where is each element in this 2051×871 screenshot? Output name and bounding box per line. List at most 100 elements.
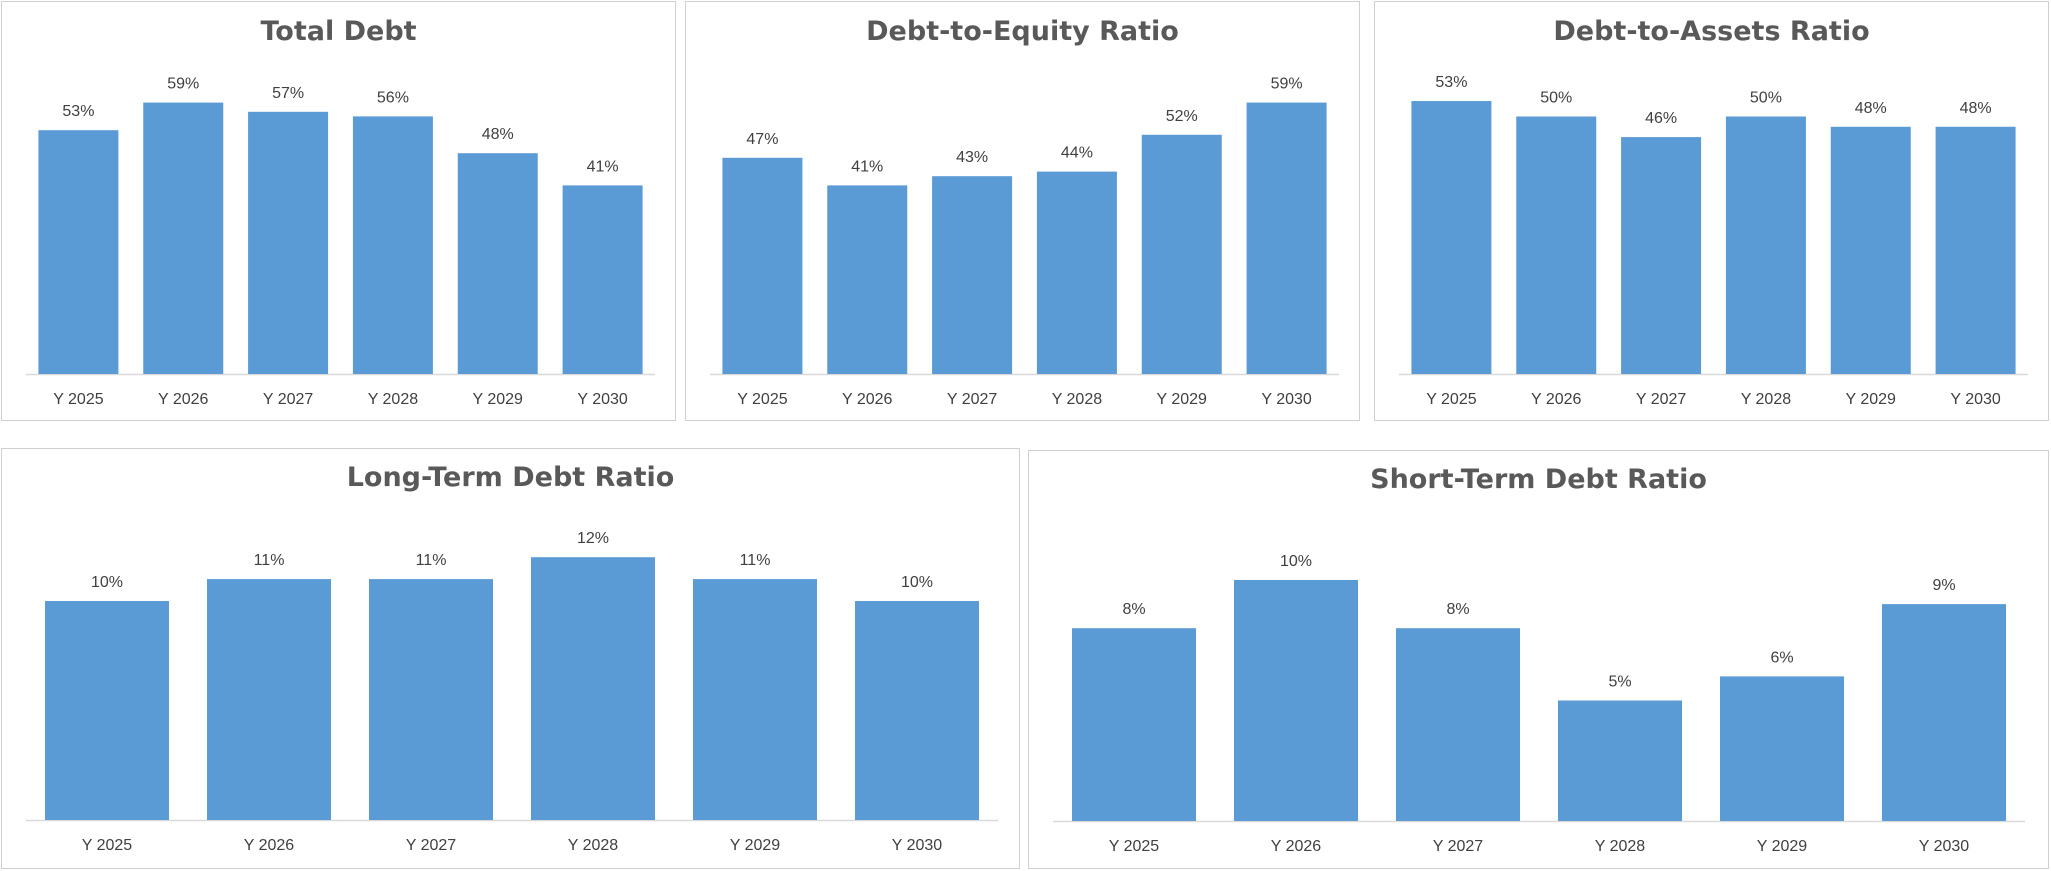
- x-tick-label: Y 2028: [1052, 391, 1103, 408]
- bar: [1234, 580, 1358, 821]
- x-tick-label: Y 2030: [577, 391, 628, 408]
- x-tick-label: Y 2026: [1271, 838, 1322, 855]
- bar: [38, 130, 119, 374]
- x-tick-label: Y 2026: [158, 391, 209, 408]
- x-tick-label: Y 2027: [263, 391, 314, 408]
- data-label: 56%: [377, 89, 409, 106]
- bar-chart: Short-Term Debt Ratio 8% Y 2025 10% Y 2026 8%…: [1053, 464, 2025, 855]
- x-tick-label: Y 2028: [1741, 391, 1792, 408]
- bar-chart: Debt-to-Assets Ratio 53% Y 2025 50% Y 2026 46…: [1399, 16, 2028, 408]
- data-label: 12%: [577, 530, 609, 547]
- x-tick-label: Y 2030: [1950, 391, 2001, 408]
- x-tick-label: Y 2028: [1595, 838, 1646, 855]
- chart-panel-total-debt: Total Debt 53% Y 2025 59% Y 2026 57% Y 2027 56%…: [1, 1, 676, 421]
- bar: [1935, 126, 2016, 374]
- data-label: 59%: [1271, 76, 1303, 93]
- data-label: 8%: [1446, 601, 1469, 618]
- bar: [1725, 116, 1806, 374]
- bar: [1558, 700, 1682, 821]
- data-label: 44%: [1061, 145, 1093, 162]
- data-label: 48%: [482, 126, 514, 143]
- data-label: 5%: [1608, 674, 1631, 691]
- data-label: 10%: [901, 574, 933, 591]
- bar: [932, 176, 1013, 374]
- x-tick-label: Y 2026: [244, 837, 295, 854]
- x-tick-label: Y 2028: [568, 837, 619, 854]
- bar: [562, 185, 643, 374]
- bar: [457, 153, 538, 374]
- bar: [1516, 116, 1597, 374]
- bar: [45, 601, 169, 820]
- data-label: 46%: [1645, 110, 1677, 127]
- data-label: 10%: [1280, 553, 1312, 570]
- x-tick-label: Y 2027: [1433, 838, 1484, 855]
- bar: [1396, 628, 1520, 821]
- data-label: 11%: [254, 552, 285, 569]
- bar: [352, 116, 433, 375]
- data-label: 11%: [416, 552, 447, 569]
- bar: [207, 579, 331, 820]
- data-label: 59%: [167, 76, 199, 93]
- data-label: 11%: [740, 552, 771, 569]
- bar-chart: Total Debt 53% Y 2025 59% Y 2026 57% Y 2027 56%…: [26, 16, 655, 408]
- x-tick-label: Y 2027: [406, 837, 457, 854]
- data-label: 10%: [91, 574, 123, 591]
- x-tick-label: Y 2025: [53, 391, 104, 408]
- x-tick-label: Y 2028: [368, 391, 419, 408]
- bar: [248, 111, 329, 375]
- bar: [855, 601, 979, 820]
- bar-chart: Long-Term Debt Ratio 10% Y 2025 11% Y 2026 11…: [26, 462, 998, 854]
- chart-title: Short-Term Debt Ratio: [1370, 464, 1707, 495]
- chart-panel-debt-to-assets: Debt-to-Assets Ratio 53% Y 2025 50% Y 2026 46…: [1374, 1, 2049, 421]
- data-label: 41%: [851, 158, 883, 175]
- data-label: 53%: [62, 103, 94, 120]
- data-label: 9%: [1932, 577, 1955, 594]
- chart-title: Debt-to-Equity Ratio: [866, 16, 1179, 47]
- x-tick-label: Y 2025: [82, 837, 133, 854]
- x-tick-label: Y 2025: [737, 391, 788, 408]
- chart-title: Long-Term Debt Ratio: [347, 462, 675, 493]
- chart-title: Total Debt: [260, 16, 416, 47]
- bar: [1621, 137, 1702, 374]
- x-tick-label: Y 2029: [1846, 391, 1897, 408]
- data-label: 52%: [1166, 108, 1198, 125]
- bar: [1720, 676, 1844, 821]
- x-tick-label: Y 2026: [1531, 391, 1582, 408]
- data-label: 6%: [1770, 649, 1793, 666]
- x-tick-label: Y 2027: [1636, 391, 1687, 408]
- data-label: 8%: [1122, 601, 1145, 618]
- data-label: 50%: [1540, 90, 1572, 107]
- chart-panel-long-term-debt: Long-Term Debt Ratio 10% Y 2025 11% Y 2026 11…: [1, 448, 1020, 869]
- x-tick-label: Y 2025: [1109, 838, 1160, 855]
- bar: [1830, 126, 1911, 374]
- x-tick-label: Y 2030: [1261, 391, 1312, 408]
- bar: [1036, 171, 1117, 374]
- data-label: 57%: [272, 85, 304, 102]
- bar: [693, 579, 817, 820]
- x-tick-label: Y 2025: [1426, 391, 1477, 408]
- data-label: 48%: [1960, 100, 1992, 117]
- data-label: 41%: [587, 158, 619, 175]
- x-tick-label: Y 2026: [842, 391, 893, 408]
- bar: [1882, 604, 2006, 821]
- bar: [1246, 102, 1327, 374]
- x-tick-label: Y 2027: [947, 391, 998, 408]
- chart-panel-short-term-debt: Short-Term Debt Ratio 8% Y 2025 10% Y 2026 8%…: [1028, 450, 2049, 869]
- data-label: 43%: [956, 149, 988, 166]
- chart-title: Debt-to-Assets Ratio: [1553, 16, 1869, 47]
- bar: [369, 579, 493, 820]
- x-tick-label: Y 2029: [1757, 838, 1808, 855]
- bar: [827, 185, 908, 374]
- bar: [1411, 101, 1492, 375]
- chart-panel-debt-to-equity: Debt-to-Equity Ratio 47% Y 2025 41% Y 2026 43…: [685, 1, 1360, 421]
- bar: [531, 557, 655, 820]
- data-label: 53%: [1435, 74, 1467, 91]
- data-label: 48%: [1855, 100, 1887, 117]
- bar: [143, 102, 224, 374]
- x-tick-label: Y 2030: [1919, 838, 1970, 855]
- bar: [1141, 134, 1222, 374]
- x-tick-label: Y 2030: [892, 837, 943, 854]
- bar: [722, 157, 803, 374]
- data-label: 50%: [1750, 90, 1782, 107]
- data-label: 47%: [746, 131, 778, 148]
